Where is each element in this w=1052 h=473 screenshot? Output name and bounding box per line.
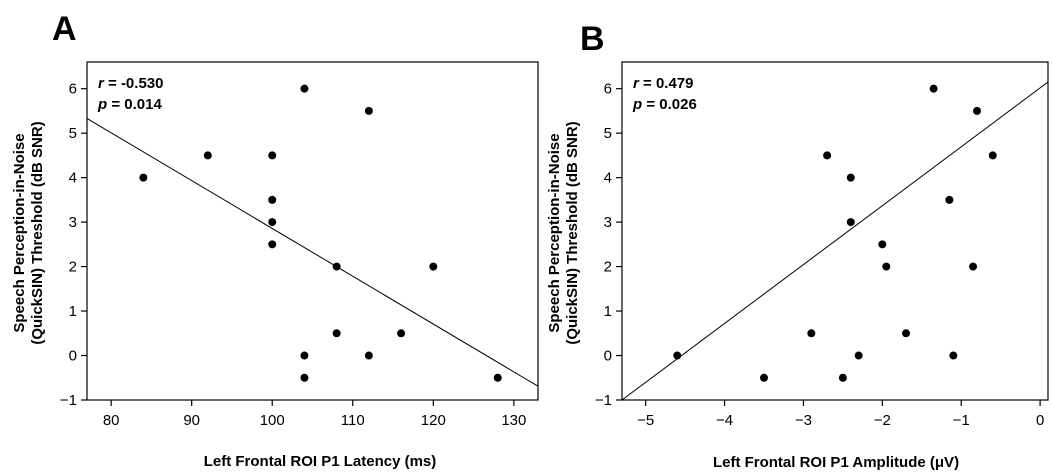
panel-a-plot-frame [86,61,539,401]
panel-a-y-tick-label: −1 [60,392,77,409]
panel-a-data-point [493,373,502,382]
panel-b-letter: B [580,20,605,58]
panel-b-p-value: = 0.026 [642,96,697,113]
panel-b-data-point [846,218,855,227]
panel-a-data-point [268,195,277,204]
panel-b-y-tick-label: 6 [604,81,612,98]
panel-a-data-point [397,329,406,338]
panel-a-data-point [300,373,309,382]
panel-b-data-point [854,351,863,360]
panel-b-p-stat: p = 0.026 [632,96,697,113]
panel-a-data-point [332,329,341,338]
panel-b-data-point [973,106,981,115]
panel-b-y-tick-label: 0 [604,348,612,365]
panel-a-p-stat: p = 0.014 [97,96,162,113]
panel-a-y-tick-label: 3 [69,214,77,231]
panel-b-data-point [846,173,855,182]
panel-a-y-label-line1: Speech Perception-in-Noise [11,133,28,332]
panel-a-y-axis-label: Speech Perception-in-Noise (QuickSIN) Th… [11,121,46,344]
panel-b: B Speech Perception-in-Noise (QuickSIN) … [546,20,1049,471]
panel-a-regression-line [86,118,539,387]
panel-a-y-tick-label: 6 [69,81,77,98]
panel-a-data-point [139,173,148,182]
panel-a-y-label-line2: (QuickSIN) Threshold (dB SNR) [29,121,46,344]
panel-a-y-tick-label: 5 [69,125,77,142]
panel-a-x-tick-label: 80 [103,412,120,429]
panel-a-x-axis-label: Left Frontal ROI P1 Latency (ms) [204,453,437,470]
panel-b-x-tick-label: −4 [716,412,733,429]
panel-a-letter: A [52,10,77,48]
panel-b-data-point [878,240,887,249]
panel-b-x-tick-label: −2 [874,412,891,429]
panel-b-regression-line [621,81,1049,401]
panel-b-y-label-line2: (QuickSIN) Threshold (dB SNR) [564,121,581,344]
panel-b-r-symbol: r [633,75,640,92]
panel-a-data-point [203,151,212,160]
panel-b-y-axis-label: Speech Perception-in-Noise (QuickSIN) Th… [546,121,581,344]
panel-b-data-point [969,262,978,271]
panel-b-data-point [945,195,954,204]
panel-a-points [139,84,502,382]
panel-a-y-tick-label: 1 [69,303,77,320]
panel-a-r-symbol: r [98,75,105,92]
panel-a-data-point [300,351,309,360]
panel-b-y-tick-label: 5 [604,125,612,142]
panel-b-data-point [823,151,832,160]
panel-b-x-tick-label: 0 [1036,412,1044,429]
panel-a-y-tick-label: 2 [69,259,77,276]
panel-a-data-point [268,218,277,227]
panel-a-r-value: = -0.530 [104,75,164,92]
panel-b-x-ticks: −5 −4 −3 −2 −1 0 [637,400,1044,429]
panel-a-data-point [332,262,341,271]
panel-a-x-ticks: 80 90 100 110 120 130 [103,400,526,429]
panel-a: A Speech Perception-in-Noise (QuickSIN) … [11,10,539,470]
panel-b-y-label-line1: Speech Perception-in-Noise [546,133,563,332]
panel-a-p-symbol: p [97,96,107,113]
panel-b-data-point [807,329,816,338]
panel-b-p-symbol: p [632,96,642,113]
panel-b-data-point [929,84,938,93]
panel-b-y-ticks: −1 0 1 2 3 4 5 6 [595,81,622,409]
panel-a-y-tick-label: 0 [69,348,77,365]
panel-b-y-tick-label: −1 [595,392,612,409]
panel-b-plot-frame [621,61,1049,401]
panel-a-x-tick-label: 110 [341,412,365,429]
panel-a-data-point [300,84,309,93]
panel-b-r-stat: r = 0.479 [633,75,693,92]
panel-a-x-tick-label: 100 [260,412,285,429]
panel-b-data-point [760,373,768,382]
panel-b-y-tick-label: 4 [604,170,612,187]
panel-a-data-point [429,262,438,271]
panel-a-data-point [364,106,373,115]
panel-b-data-point [882,262,891,271]
panel-a-data-point [268,151,277,160]
panel-a-y-tick-label: 4 [69,170,77,187]
panel-a-data-point [364,351,373,360]
panel-a-x-tick-label: 130 [501,412,526,429]
panel-b-data-point [673,351,682,360]
panel-b-x-axis-label: Left Frontal ROI P1 Amplitude (μV) [713,454,959,471]
panel-b-data-point [949,351,958,360]
panel-b-y-tick-label: 2 [604,259,612,276]
panel-b-data-point [838,373,847,382]
panel-b-data-point [988,151,997,160]
panel-a-p-value: = 0.014 [107,96,162,113]
panel-b-x-tick-label: −1 [953,412,970,429]
panel-b-y-tick-label: 3 [604,214,612,231]
panel-b-x-tick-label: −5 [637,412,654,429]
panel-a-y-ticks: −1 0 1 2 3 4 5 6 [60,81,87,409]
panel-b-points [673,84,997,382]
panel-a-x-tick-label: 90 [183,412,200,429]
panel-a-r-stat: r = -0.530 [98,75,163,92]
panel-b-data-point [902,329,910,338]
panel-b-x-tick-label: −3 [795,412,812,429]
panel-a-x-tick-label: 120 [421,412,446,429]
panel-a-data-point [268,240,277,249]
panel-b-y-tick-label: 1 [604,303,612,320]
panel-b-r-value: = 0.479 [639,75,694,92]
